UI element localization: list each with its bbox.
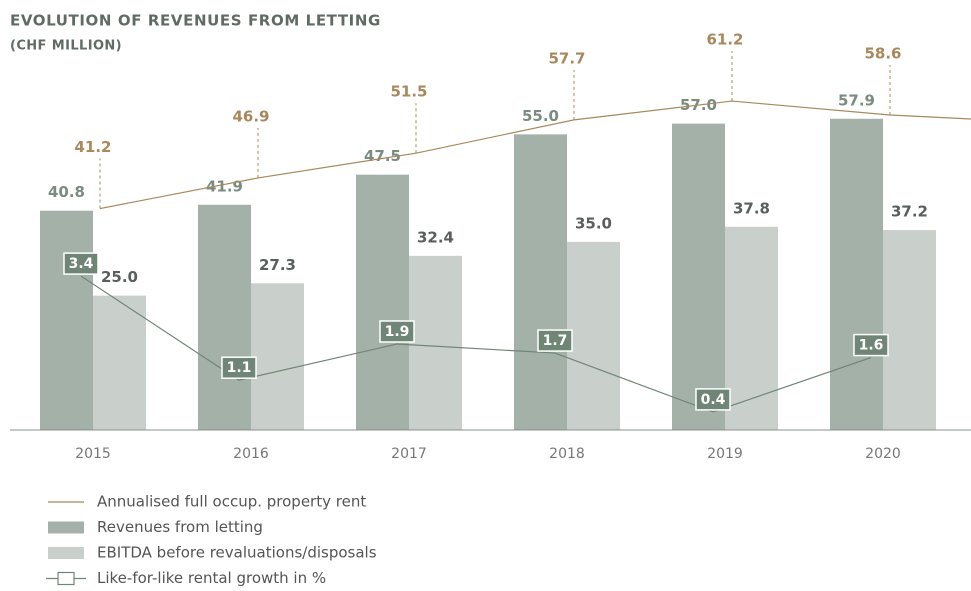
rent-value-label: 58.6 — [864, 45, 901, 63]
rent-line-extension — [889, 114, 971, 120]
legend-swatch-box — [57, 571, 75, 586]
growth-line — [80, 275, 872, 413]
growth-value-label: 1.6 — [859, 338, 884, 354]
bar-value-label: 32.4 — [417, 228, 454, 246]
rent-value-label: 46.9 — [232, 107, 269, 125]
rent-value-label: 57.7 — [548, 49, 585, 67]
legend-label: Annualised full occup. property rent — [97, 493, 366, 511]
x-tick-label: 2015 — [75, 446, 111, 462]
bar-value-label: 41.9 — [206, 177, 243, 195]
bar-value-label: 37.2 — [891, 203, 928, 221]
rent-value-label: 61.2 — [706, 31, 743, 49]
bar-value-label: 55.0 — [522, 107, 559, 125]
x-tick-label: 2018 — [549, 446, 585, 462]
bar — [93, 295, 146, 430]
growth-label-box — [853, 333, 889, 357]
growth-value-label: 1.1 — [227, 360, 252, 376]
bar-value-label: 27.3 — [259, 256, 296, 274]
bar — [883, 230, 936, 430]
x-tick-label: 2017 — [391, 446, 427, 462]
growth-value-label: 3.4 — [69, 256, 94, 272]
legend: Annualised full occup. property rent Reve… — [46, 493, 377, 587]
bar-value-label: 37.8 — [733, 199, 770, 217]
bar-value-label: 47.5 — [364, 147, 401, 165]
growth-label-box — [695, 388, 731, 411]
bar — [830, 118, 883, 430]
rent-line — [99, 100, 891, 210]
bar — [40, 210, 93, 430]
growth-label-box — [221, 356, 257, 379]
bar-value-label: 35.0 — [575, 214, 612, 232]
plot-area: 40.8 41.947.555.057.0 57.925.027.332.435.0… — [10, 31, 971, 462]
legend-label: Like-for-like rental growth in % — [97, 569, 326, 587]
bar — [356, 174, 409, 430]
chart-subtitle: (CHF MILLION) — [10, 39, 122, 54]
x-tick-label: 2020 — [865, 446, 901, 462]
growth-value-label: 1.9 — [385, 324, 410, 340]
chart-title: EVOLUTION OF REVENUES FROM LETTING — [10, 12, 381, 30]
growth-value-label: 1.7 — [543, 333, 568, 349]
bar — [514, 134, 567, 430]
rent-value-label: 51.5 — [390, 83, 427, 101]
bar — [567, 241, 620, 430]
bar-value-label: 40.8 — [48, 183, 85, 201]
bar — [198, 204, 251, 430]
bar-value-label: 57.9 — [838, 91, 875, 109]
legend-label: EBITDA before revaluations/disposals — [97, 544, 377, 562]
rent-value-label: 41.2 — [74, 138, 111, 156]
growth-label-box — [63, 252, 99, 275]
legend-label: Revenues from letting — [97, 518, 263, 536]
bar — [251, 283, 304, 430]
bar — [672, 123, 725, 430]
growth-label-box — [537, 329, 573, 352]
growth-value-label: 0.4 — [701, 392, 726, 408]
bar-value-label: 25.0 — [101, 268, 138, 286]
growth-label-box — [379, 320, 415, 343]
legend-swatch — [48, 547, 84, 559]
x-tick-label: 2019 — [707, 446, 743, 462]
bar — [409, 255, 462, 430]
bar — [725, 226, 778, 430]
legend-swatch — [48, 521, 84, 534]
x-tick-label: 2016 — [233, 446, 269, 462]
